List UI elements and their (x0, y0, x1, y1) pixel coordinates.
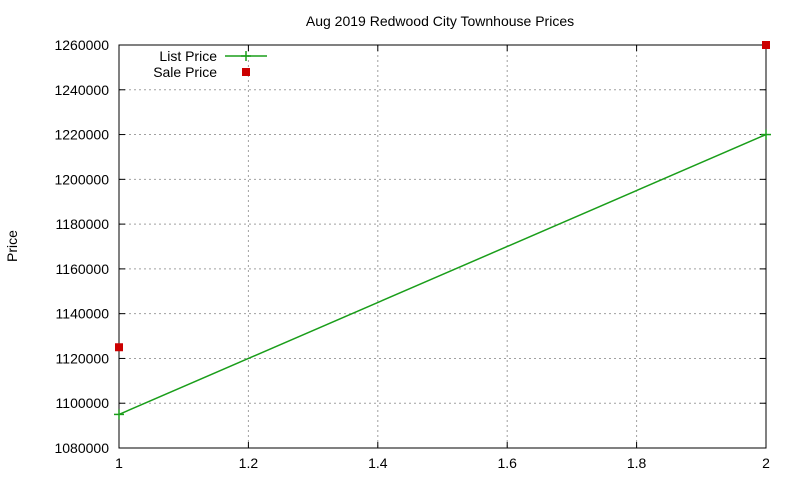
list-price-point (761, 129, 771, 140)
axis-ticks: 1 1.2 1.4 1.6 1.8 2 1080000 1100000 1120000 11400… (54, 37, 770, 471)
legend-swatch-marker (242, 68, 250, 76)
y-tick-label: 1260000 (54, 37, 109, 53)
x-tick-label: 1.6 (497, 455, 517, 471)
grid (119, 45, 766, 448)
x-tick-label: 1 (115, 455, 123, 471)
sale-price-series (115, 41, 770, 352)
list-price-line (118, 133, 767, 416)
legend-entry-sale-price: Sale Price (153, 64, 250, 80)
sale-price-point (115, 343, 123, 352)
list-price-point (114, 409, 124, 420)
y-tick-label: 1240000 (54, 82, 109, 98)
y-tick-label: 1080000 (54, 440, 109, 456)
list-price-series (114, 129, 771, 420)
legend-swatch-marker (241, 51, 251, 61)
legend-label: List Price (159, 48, 217, 64)
legend-entry-list-price: List Price (159, 48, 267, 64)
plot-area-border (118, 44, 767, 449)
y-tick-label: 1140000 (56, 306, 110, 322)
sale-price-point (762, 41, 770, 49)
y-tick-label: 1160000 (56, 261, 110, 277)
x-tick-label: 1.8 (627, 455, 647, 471)
x-tick-label: 2 (762, 455, 770, 471)
y-tick-label: 1120000 (56, 350, 110, 366)
x-tick-label: 1.2 (239, 455, 259, 471)
y-axis-label: Price (4, 230, 20, 262)
series-layer (114, 41, 771, 420)
y-tick-label: 1200000 (54, 171, 109, 187)
chart-title: Aug 2019 Redwood City Townhouse Prices (306, 13, 574, 29)
y-tick-label: 1220000 (54, 127, 109, 143)
x-tick-label: 1.4 (368, 455, 388, 471)
legend-label: Sale Price (153, 64, 217, 80)
y-tick-label: 1100000 (56, 395, 110, 411)
y-tick-label: 1180000 (56, 216, 110, 232)
